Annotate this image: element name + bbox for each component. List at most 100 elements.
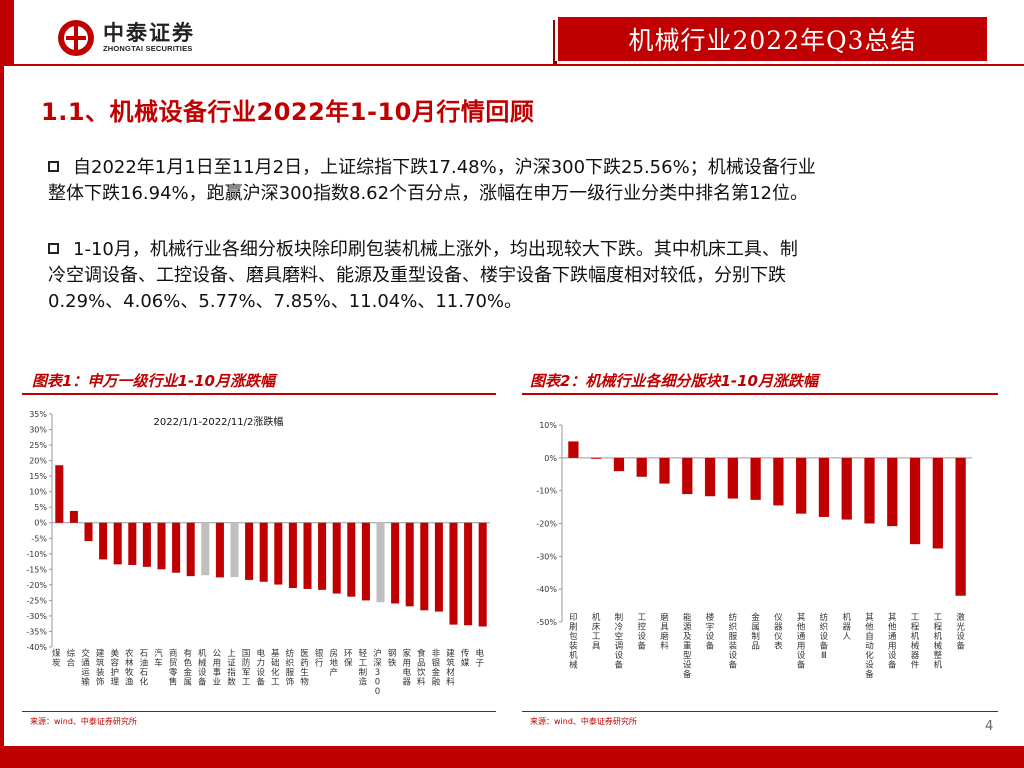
chart2-bar <box>750 457 761 500</box>
chart1-category-label: 传媒 <box>461 648 470 669</box>
chart1-bar <box>274 522 283 585</box>
chart2-category-label: 工程机械整机 <box>934 613 943 671</box>
chart2-source: 来源：wind、中泰证券研究所 <box>530 717 637 726</box>
chart1-category-label: 房地产 <box>329 648 338 678</box>
chart1-y-tick-label: 20% <box>29 457 47 466</box>
chart1-bar <box>405 522 414 607</box>
chart2-bar <box>727 457 738 499</box>
square-bullet-icon <box>48 243 59 254</box>
company-logo-icon <box>58 20 94 56</box>
chart1-bar <box>84 522 93 542</box>
chart1-plot: 35% 30% 25% 20% 15% 10% 5% 0% -5% -10% -15% -20% -25… <box>26 410 490 697</box>
chart2-y-tick-label: -30% <box>536 552 557 561</box>
chart1-category-label: 农林牧渔 <box>125 648 134 688</box>
chart1-bar <box>113 522 122 565</box>
chart1-title: 2022/1/1-2022/11/2涨跌幅 <box>154 415 284 428</box>
chart2-category-label: 其他通用设备 <box>797 613 806 671</box>
section-title: 1.1、机械设备行业2022年1-10月行情回顾 <box>41 98 535 126</box>
chart2-bar <box>796 457 807 514</box>
chart1-category-label: 电子 <box>475 648 484 669</box>
chart1-bar <box>420 522 429 611</box>
chart2-top-rule <box>522 393 998 395</box>
chart1-bar <box>201 522 210 576</box>
chart2-category-label: 能源及重型设备 <box>683 612 692 680</box>
chart2-category-label: 机器人 <box>842 612 851 642</box>
company-name: 中泰证券 <box>103 21 195 45</box>
chart1-category-label: 交通运输 <box>81 648 90 688</box>
chart1-category-label: 非银金融 <box>432 648 441 688</box>
chart2-bar <box>613 457 625 472</box>
chart2-y-tick-label: -20% <box>536 520 557 529</box>
left-margin-strip <box>0 66 4 746</box>
chart1-y-tick-label: 10% <box>29 488 47 497</box>
header-divider <box>0 64 1024 66</box>
chart1-bar <box>434 522 443 612</box>
chart1-y-tick-label: -40% <box>26 643 47 652</box>
chart1-y-tick-label: 30% <box>29 426 47 435</box>
chart2-bar <box>682 457 693 495</box>
chart1-y-tick-label: -10% <box>26 550 47 559</box>
chart1-bar <box>288 522 297 588</box>
chart2-category-label: 磨具磨料 <box>660 612 669 652</box>
chart1-bar <box>142 522 151 567</box>
chart1-category-label: 国防军工 <box>242 649 251 688</box>
chart1-category-label: 食品饮料 <box>417 648 426 688</box>
chart1-bottom-rule <box>22 711 496 712</box>
chart1-bar <box>391 522 400 604</box>
chart1-bar <box>172 522 181 573</box>
chart2-bar <box>636 457 647 477</box>
paragraph-2-line-3: 0.29%、4.06%、5.77%、7.85%、11.04%、11.70%。 <box>48 291 522 312</box>
chart1-category-label: 公用事业 <box>213 649 222 688</box>
chart2-bar <box>773 457 784 506</box>
chart1-bar <box>449 522 458 625</box>
chart2-y-tick-label: 10% <box>539 421 557 430</box>
chart1-y-tick-label: 35% <box>29 410 47 419</box>
chart1-category-label: 电力设备 <box>256 648 265 688</box>
square-bullet-icon <box>48 161 59 172</box>
chart2-category-label: 其他通用设备 <box>888 613 897 671</box>
chart2-y-tick-label: -50% <box>536 618 557 627</box>
chart1-top-rule <box>22 393 496 395</box>
chart2-category-label: 工控设备 <box>637 613 646 652</box>
chart2-heading: 图表2：机械行业各细分版块1-10月涨跌幅 <box>530 372 818 390</box>
chart1-category-label: 美容护理 <box>110 648 119 688</box>
company-name-en: ZHONGTAI SECURITIES <box>103 44 193 53</box>
chart2-bar <box>841 457 852 520</box>
chart1-source: 来源：wind、中泰证券研究所 <box>30 717 137 726</box>
chart2-bar <box>568 441 579 458</box>
chart1-bar <box>157 522 166 570</box>
chart1-bar <box>361 522 370 601</box>
paragraph-1-line-1: 自2022年1月1日至11月2日，上证综指下跌17.48%，沪深300下跌25.… <box>48 155 998 181</box>
chart2-category-label: 制冷空调设备 <box>615 612 624 671</box>
chart1-bar <box>128 522 137 565</box>
page-number: 4 <box>985 719 994 734</box>
paragraph-2: 1-10月，机械行业各细分板块除印刷包装机械上涨外，均出现较大下跌。其中机床工具… <box>48 237 998 315</box>
chart2-category-label: 其他自动化设备 <box>865 613 874 680</box>
chart2-y-tick-label: -10% <box>536 487 557 496</box>
chart2-category-label: 激光设备 <box>956 612 965 652</box>
chart1-y-tick-label: 25% <box>29 441 47 450</box>
chart1-bar <box>230 522 239 578</box>
chart2-category-label: 纺织设备 Ⅲ <box>820 612 829 661</box>
chart1-y-tick-label: 15% <box>29 472 47 481</box>
footer-bar <box>0 746 1024 768</box>
chart2-bar <box>909 457 921 545</box>
chart2-category-label: 印刷包装机械 <box>569 612 578 671</box>
chart1-bar <box>332 522 341 594</box>
chart1-bar <box>478 522 487 627</box>
chart1-category-label: 基础化工 <box>271 648 280 688</box>
chart1-y-tick-label: -5% <box>31 534 47 543</box>
chart1-category-label: 家用电器 <box>402 648 411 688</box>
chart1-category-label: 轻工制造 <box>359 648 368 688</box>
chart1-bar <box>99 522 108 560</box>
chart1-y-tick-label: -20% <box>26 581 47 590</box>
chart1-y-tick-label: -25% <box>26 596 47 605</box>
chart1-category-label: 机械设备 <box>198 648 207 688</box>
chart2-y-tick-label: 0% <box>544 454 557 463</box>
paragraph-2-line-1: 1-10月，机械行业各细分板块除印刷包装机械上涨外，均出现较大下跌。其中机床工具… <box>48 237 998 263</box>
chart1-bar <box>69 510 78 523</box>
chart1-bar <box>55 465 64 523</box>
chart2-bottom-rule <box>522 711 998 712</box>
chart2-bar <box>864 457 875 524</box>
chart1-category-label: 银行 <box>315 648 324 669</box>
